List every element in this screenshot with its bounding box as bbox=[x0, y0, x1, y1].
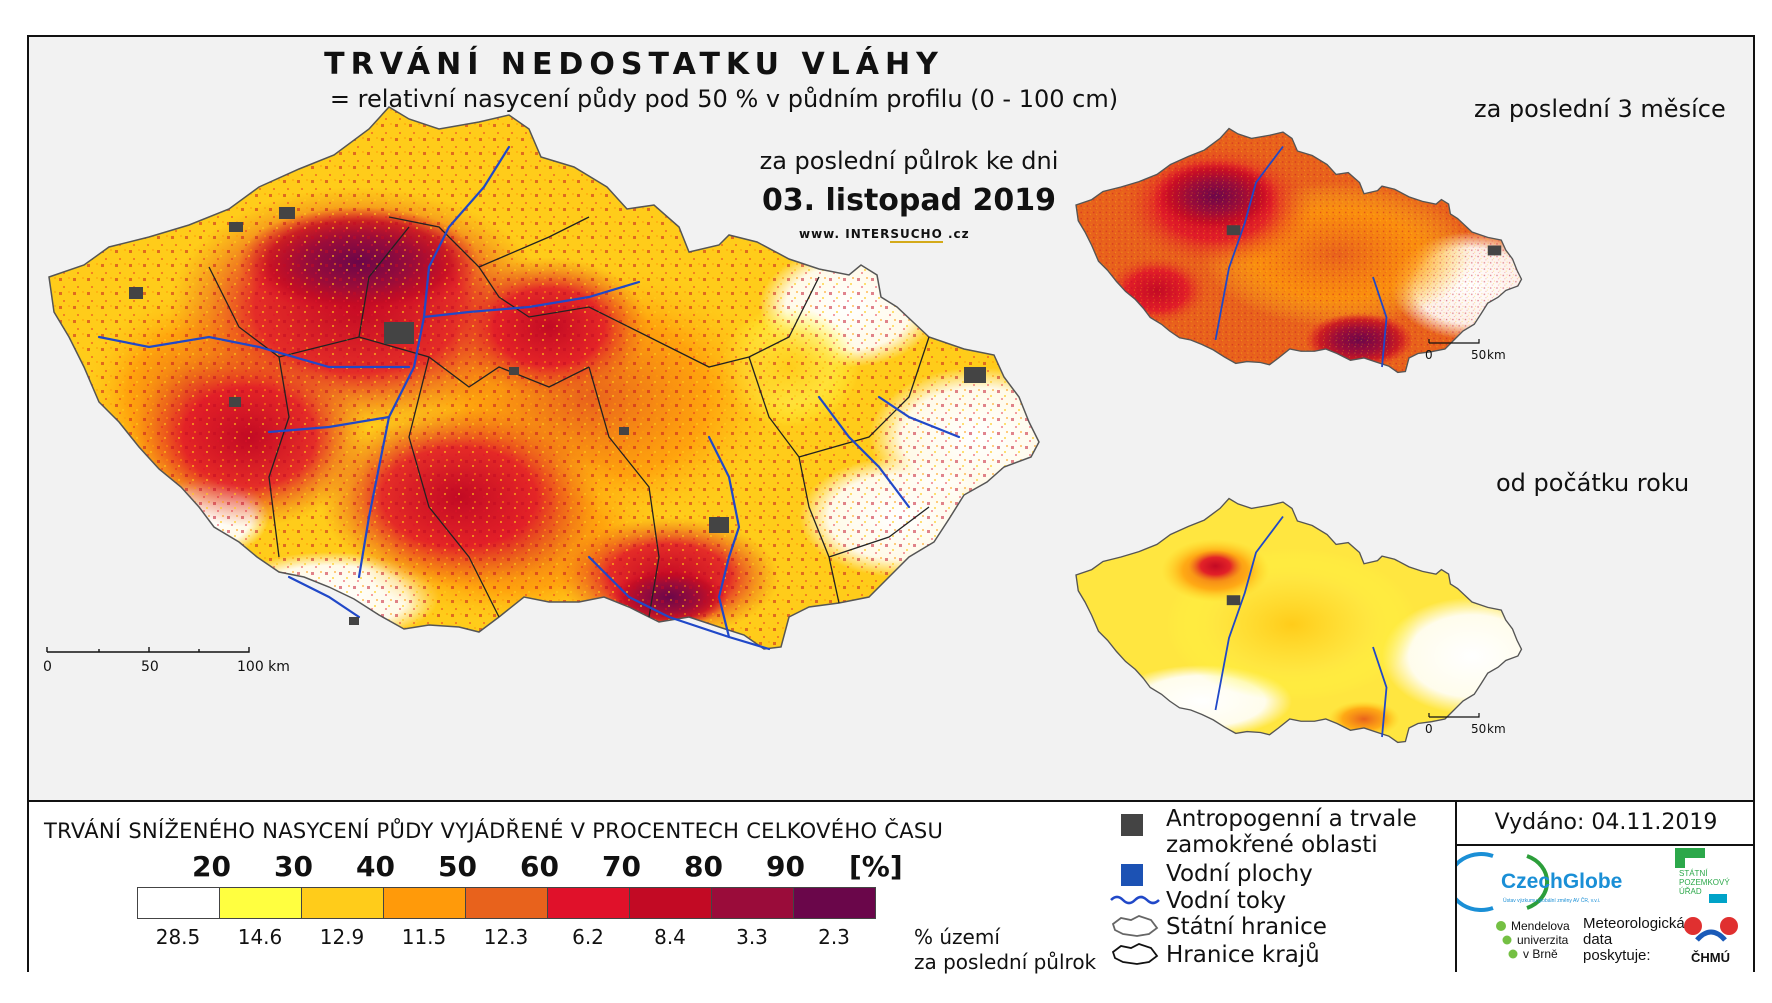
mendelu-logo: Mendelova univerzita v Brně bbox=[1496, 919, 1570, 961]
spu-line2: POZEMKOVÝ bbox=[1679, 878, 1730, 887]
inset-map-3-months bbox=[1075, 127, 1523, 374]
spu-logo: STÁTNÍ POZEMKOVÝ ÚŘAD bbox=[1675, 848, 1730, 896]
website-highlight: SUCHO bbox=[890, 227, 943, 243]
scalebar-tick-0: 0 bbox=[43, 659, 52, 675]
legend-unit: [%] bbox=[849, 850, 903, 883]
issued-date: Vydáno: 04.11.2019 bbox=[1494, 810, 1718, 835]
region-border-symbol bbox=[1111, 943, 1159, 965]
legend-area-pct-3: 11.5 bbox=[401, 925, 447, 949]
spu-line3: ÚŘAD bbox=[1679, 887, 1702, 896]
meteo-line3: poskytuje: bbox=[1583, 947, 1651, 964]
legend-area-pct-5: 6.2 bbox=[572, 925, 604, 949]
chmu-name: ČHMÚ bbox=[1691, 950, 1730, 965]
anthropogenic-areas bbox=[129, 207, 986, 625]
threshold-20: 20 bbox=[192, 850, 231, 883]
czechglobe-sub: Ústav výzkumu globální změny AV ČR, v.v.… bbox=[1503, 897, 1600, 904]
inset2-scalebar-0: 0 bbox=[1425, 722, 1433, 736]
scalebar-tick-100: 100 km bbox=[237, 659, 290, 675]
chmu-logo: ČHMÚ bbox=[1684, 894, 1738, 965]
czechglobe-name: CzechGlobe bbox=[1501, 870, 1622, 893]
inset1-scalebar: 0 50 km bbox=[1425, 339, 1506, 362]
info-separator bbox=[1457, 844, 1755, 846]
main-scalebar: 0 50 100 km bbox=[43, 647, 290, 675]
rivers bbox=[97, 145, 961, 651]
inset2-scalebar-50: 50 bbox=[1471, 722, 1486, 736]
region-borders bbox=[208, 216, 930, 618]
period-label: za poslední půlrok ke dni bbox=[759, 147, 1059, 175]
map-key-symbols bbox=[1110, 814, 1160, 965]
inset-title-3-months: za poslední 3 měsíce bbox=[1474, 95, 1726, 123]
legend-area-pct-7: 3.3 bbox=[736, 925, 768, 949]
mendelu-line2: univerzita bbox=[1517, 933, 1569, 947]
legend-swatch-8 bbox=[793, 887, 876, 919]
legend-swatch-0 bbox=[137, 887, 220, 919]
main-map: 0 50 100 km 0 50 k bbox=[43, 106, 1523, 744]
inset2-scalebar-km: km bbox=[1487, 722, 1506, 736]
inset2-scalebar: 0 50 km bbox=[1425, 713, 1506, 736]
threshold-60: 60 bbox=[520, 850, 559, 883]
state-border-symbol bbox=[1111, 915, 1159, 937]
meteo-line1: Meteorologická bbox=[1583, 915, 1685, 932]
key-rivers: Vodní toky bbox=[1166, 888, 1287, 914]
legend-area-pct-0: 28.5 bbox=[155, 925, 201, 949]
legend-area-pct-4: 12.3 bbox=[483, 925, 529, 949]
threshold-70: 70 bbox=[602, 850, 641, 883]
area-note-line2: za poslední půlrok bbox=[914, 950, 1097, 974]
key-region-border: Hranice krajů bbox=[1166, 942, 1320, 968]
inset-title-year: od počátku roku bbox=[1496, 469, 1690, 497]
legend-area-pct-1: 14.6 bbox=[237, 925, 283, 949]
legend-area-pct-2: 12.9 bbox=[319, 925, 365, 949]
spu-line1: STÁTNÍ bbox=[1679, 869, 1708, 878]
threshold-90: 90 bbox=[766, 850, 805, 883]
website-prefix: www. INTER bbox=[799, 227, 891, 241]
key-state-border: Státní hranice bbox=[1166, 914, 1327, 940]
river-symbol bbox=[1110, 895, 1160, 905]
scalebar-tick-50: 50 bbox=[141, 659, 159, 675]
legend-swatch-3 bbox=[383, 887, 466, 919]
anthropogenic-swatch bbox=[1121, 814, 1143, 836]
meteo-line2: data bbox=[1583, 931, 1613, 948]
area-note: % území za poslední půlrok bbox=[914, 925, 1096, 975]
inset1-scalebar-km: km bbox=[1487, 348, 1506, 362]
threshold-40: 40 bbox=[356, 850, 395, 883]
inset1-scalebar-50: 50 bbox=[1471, 348, 1486, 362]
legend-area-pct-6: 8.4 bbox=[654, 925, 686, 949]
legend-swatch-4 bbox=[465, 887, 548, 919]
date-label: 03. listopad 2019 bbox=[761, 183, 1057, 218]
threshold-80: 80 bbox=[684, 850, 723, 883]
legend-title: TRVÁNÍ SNÍŽENÉHO NASYCENÍ PŮDY VYJÁDŘENÉ… bbox=[44, 819, 944, 843]
legend-swatch-2 bbox=[301, 887, 384, 919]
czechglobe-logo: CzechGlobe Ústav výzkumu globální změny … bbox=[1457, 852, 1622, 912]
key-anthropogenic-line2: zamokřené oblasti bbox=[1166, 832, 1378, 858]
inset-map-year bbox=[1075, 497, 1523, 744]
water-swatch bbox=[1121, 864, 1143, 886]
map-title: TRVÁNÍ NEDOSTATKU VLÁHY bbox=[324, 47, 944, 82]
legend-panel: TRVÁNÍ SNÍŽENÉHO NASYCENÍ PŮDY VYJÁDŘENÉ… bbox=[29, 800, 1755, 975]
threshold-30: 30 bbox=[274, 850, 313, 883]
area-note-line1: % území bbox=[914, 925, 1000, 949]
map-subtitle: = relativní nasycení půdy pod 50 % v půd… bbox=[329, 85, 1119, 113]
logos: CzechGlobe Ústav výzkumu globální změny … bbox=[1457, 848, 1738, 965]
inset1-scalebar-0: 0 bbox=[1425, 348, 1433, 362]
mendelu-line1: Mendelova bbox=[1511, 919, 1570, 933]
legend-swatch-5 bbox=[547, 887, 630, 919]
legend-swatch-6 bbox=[629, 887, 712, 919]
key-water-bodies: Vodní plochy bbox=[1166, 861, 1313, 887]
key-anthropogenic-line1: Antropogenní a trvale bbox=[1166, 806, 1417, 832]
map-frame: TRVÁNÍ NEDOSTATKU VLÁHY = relativní nasy… bbox=[27, 35, 1755, 975]
legend-swatch-1 bbox=[219, 887, 302, 919]
legend-area-pct-8: 2.3 bbox=[818, 925, 850, 949]
website-suffix: .cz bbox=[942, 227, 970, 241]
legend-swatch-7 bbox=[711, 887, 794, 919]
threshold-50: 50 bbox=[438, 850, 477, 883]
website-label: www. INTERSUCHO .cz bbox=[799, 227, 970, 243]
info-box: Vydáno: 04.11.2019 CzechGlobe Ústav výzk… bbox=[1455, 802, 1755, 972]
mendelu-line3: v Brně bbox=[1523, 947, 1558, 961]
